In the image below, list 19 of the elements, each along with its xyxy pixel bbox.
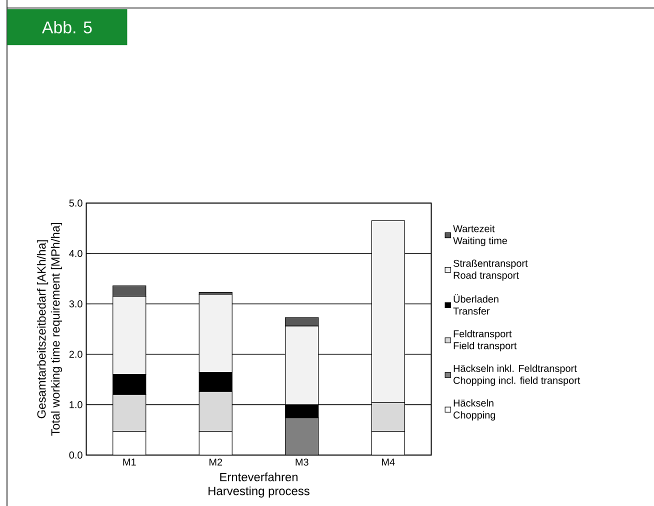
x-tick-label: M3 <box>296 458 308 466</box>
y-tick-label: 4.0 <box>69 250 82 258</box>
legend-label: Häckseln inkl. Feldtransport Chopping incl. field transport <box>454 364 580 386</box>
legend-label: Überladen Transfer <box>453 294 498 315</box>
y-tick-label: 0.0 <box>69 452 82 459</box>
y-axis-title: Gesamtarbeitszeitbedarf [AKh/ha] Total working time requirement [MPh/ha] <box>36 222 62 436</box>
y-tick-label: 1.0 <box>70 401 82 408</box>
x-tick-label: M4 <box>382 458 395 466</box>
x-tick-label: M2 <box>210 458 222 466</box>
y-tick-label: 2.0 <box>69 350 82 358</box>
x-tick-label: M1 <box>123 458 136 466</box>
legend-label: Feldtransport Field transport <box>454 330 517 352</box>
y-tick-label: 5.0 <box>69 200 82 207</box>
legend-label: Wartezeit Waiting time <box>453 224 508 246</box>
x-axis-title: Ernteverfahren Harvesting process <box>208 472 310 498</box>
legend-label: Häckseln Chopping <box>454 399 496 421</box>
chart-title: Abb. 5 <box>42 20 92 34</box>
legend-label: Straßentransport Road transport <box>454 260 528 281</box>
y-tick-label: 3.0 <box>69 300 82 308</box>
